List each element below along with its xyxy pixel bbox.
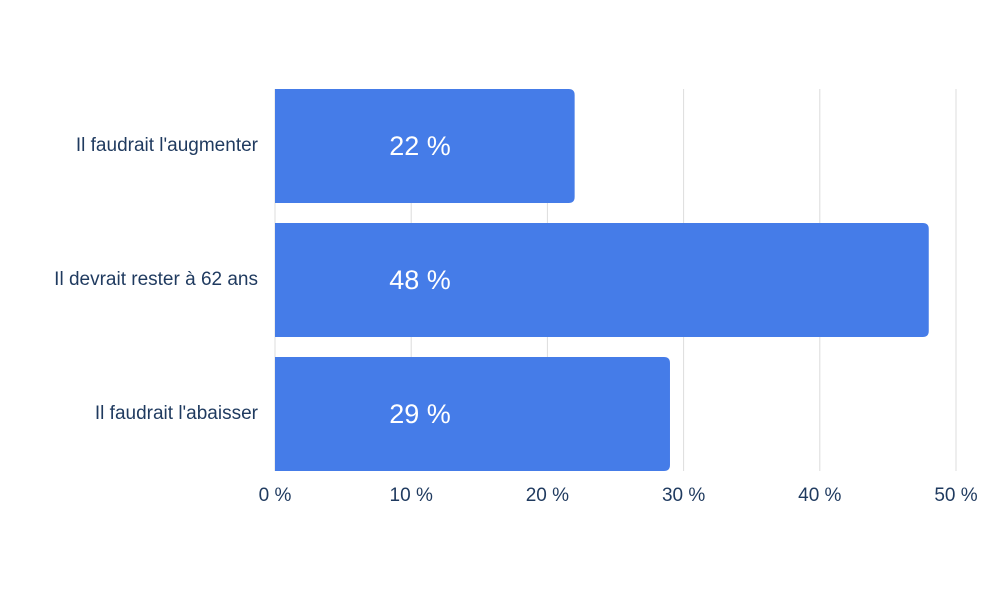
x-tick-label: 30 % (662, 485, 705, 506)
x-tick-label: 50 % (934, 485, 977, 506)
value-label: 29 % (389, 399, 451, 429)
bar (275, 223, 929, 337)
bar (275, 89, 575, 203)
x-tick-label: 0 % (259, 485, 292, 506)
y-tick-label: Il faudrait l'abaisser (95, 403, 259, 424)
value-label: 48 % (389, 265, 451, 295)
x-tick-label: 10 % (390, 485, 433, 506)
y-tick-label: Il devrait rester à 62 ans (54, 269, 258, 290)
bar (275, 357, 670, 471)
y-tick-label: Il faudrait l'augmenter (76, 135, 259, 156)
x-tick-label: 40 % (798, 485, 841, 506)
x-tick-label: 20 % (526, 485, 569, 506)
value-label: 22 % (389, 131, 451, 161)
